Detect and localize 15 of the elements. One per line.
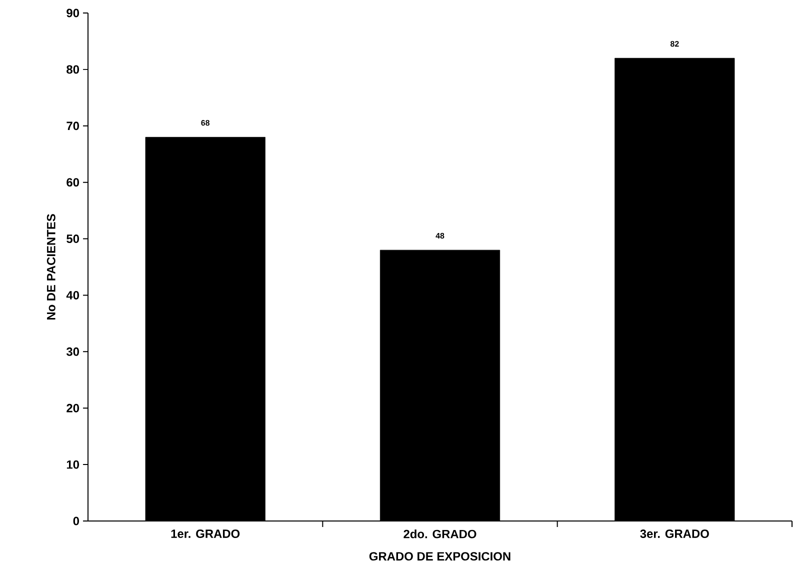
y-tick-label: 80 — [66, 65, 80, 74]
y-tick-label: 20 — [66, 404, 80, 412]
x-axis-title: GRADO DE EXPOSICION — [369, 552, 510, 561]
y-axis-title: No DE PACIENTES — [46, 214, 56, 320]
y-tick-label: 70 — [66, 122, 80, 130]
x-tick-label: 3er. GRADO — [640, 530, 709, 538]
y-tick-label: 90 — [66, 8, 80, 18]
x-tick-label: 2do. GRADO — [404, 530, 476, 538]
y-tick-label: 10 — [66, 460, 80, 469]
y-tick-label: 40 — [66, 290, 80, 300]
x-tick-label: 1er. GRADO — [171, 530, 240, 538]
y-tick-label: 0 — [73, 516, 80, 526]
y-tick-label: 60 — [66, 178, 80, 187]
y-tick-label: 50 — [66, 234, 80, 243]
y-tick-label: 30 — [66, 347, 80, 356]
